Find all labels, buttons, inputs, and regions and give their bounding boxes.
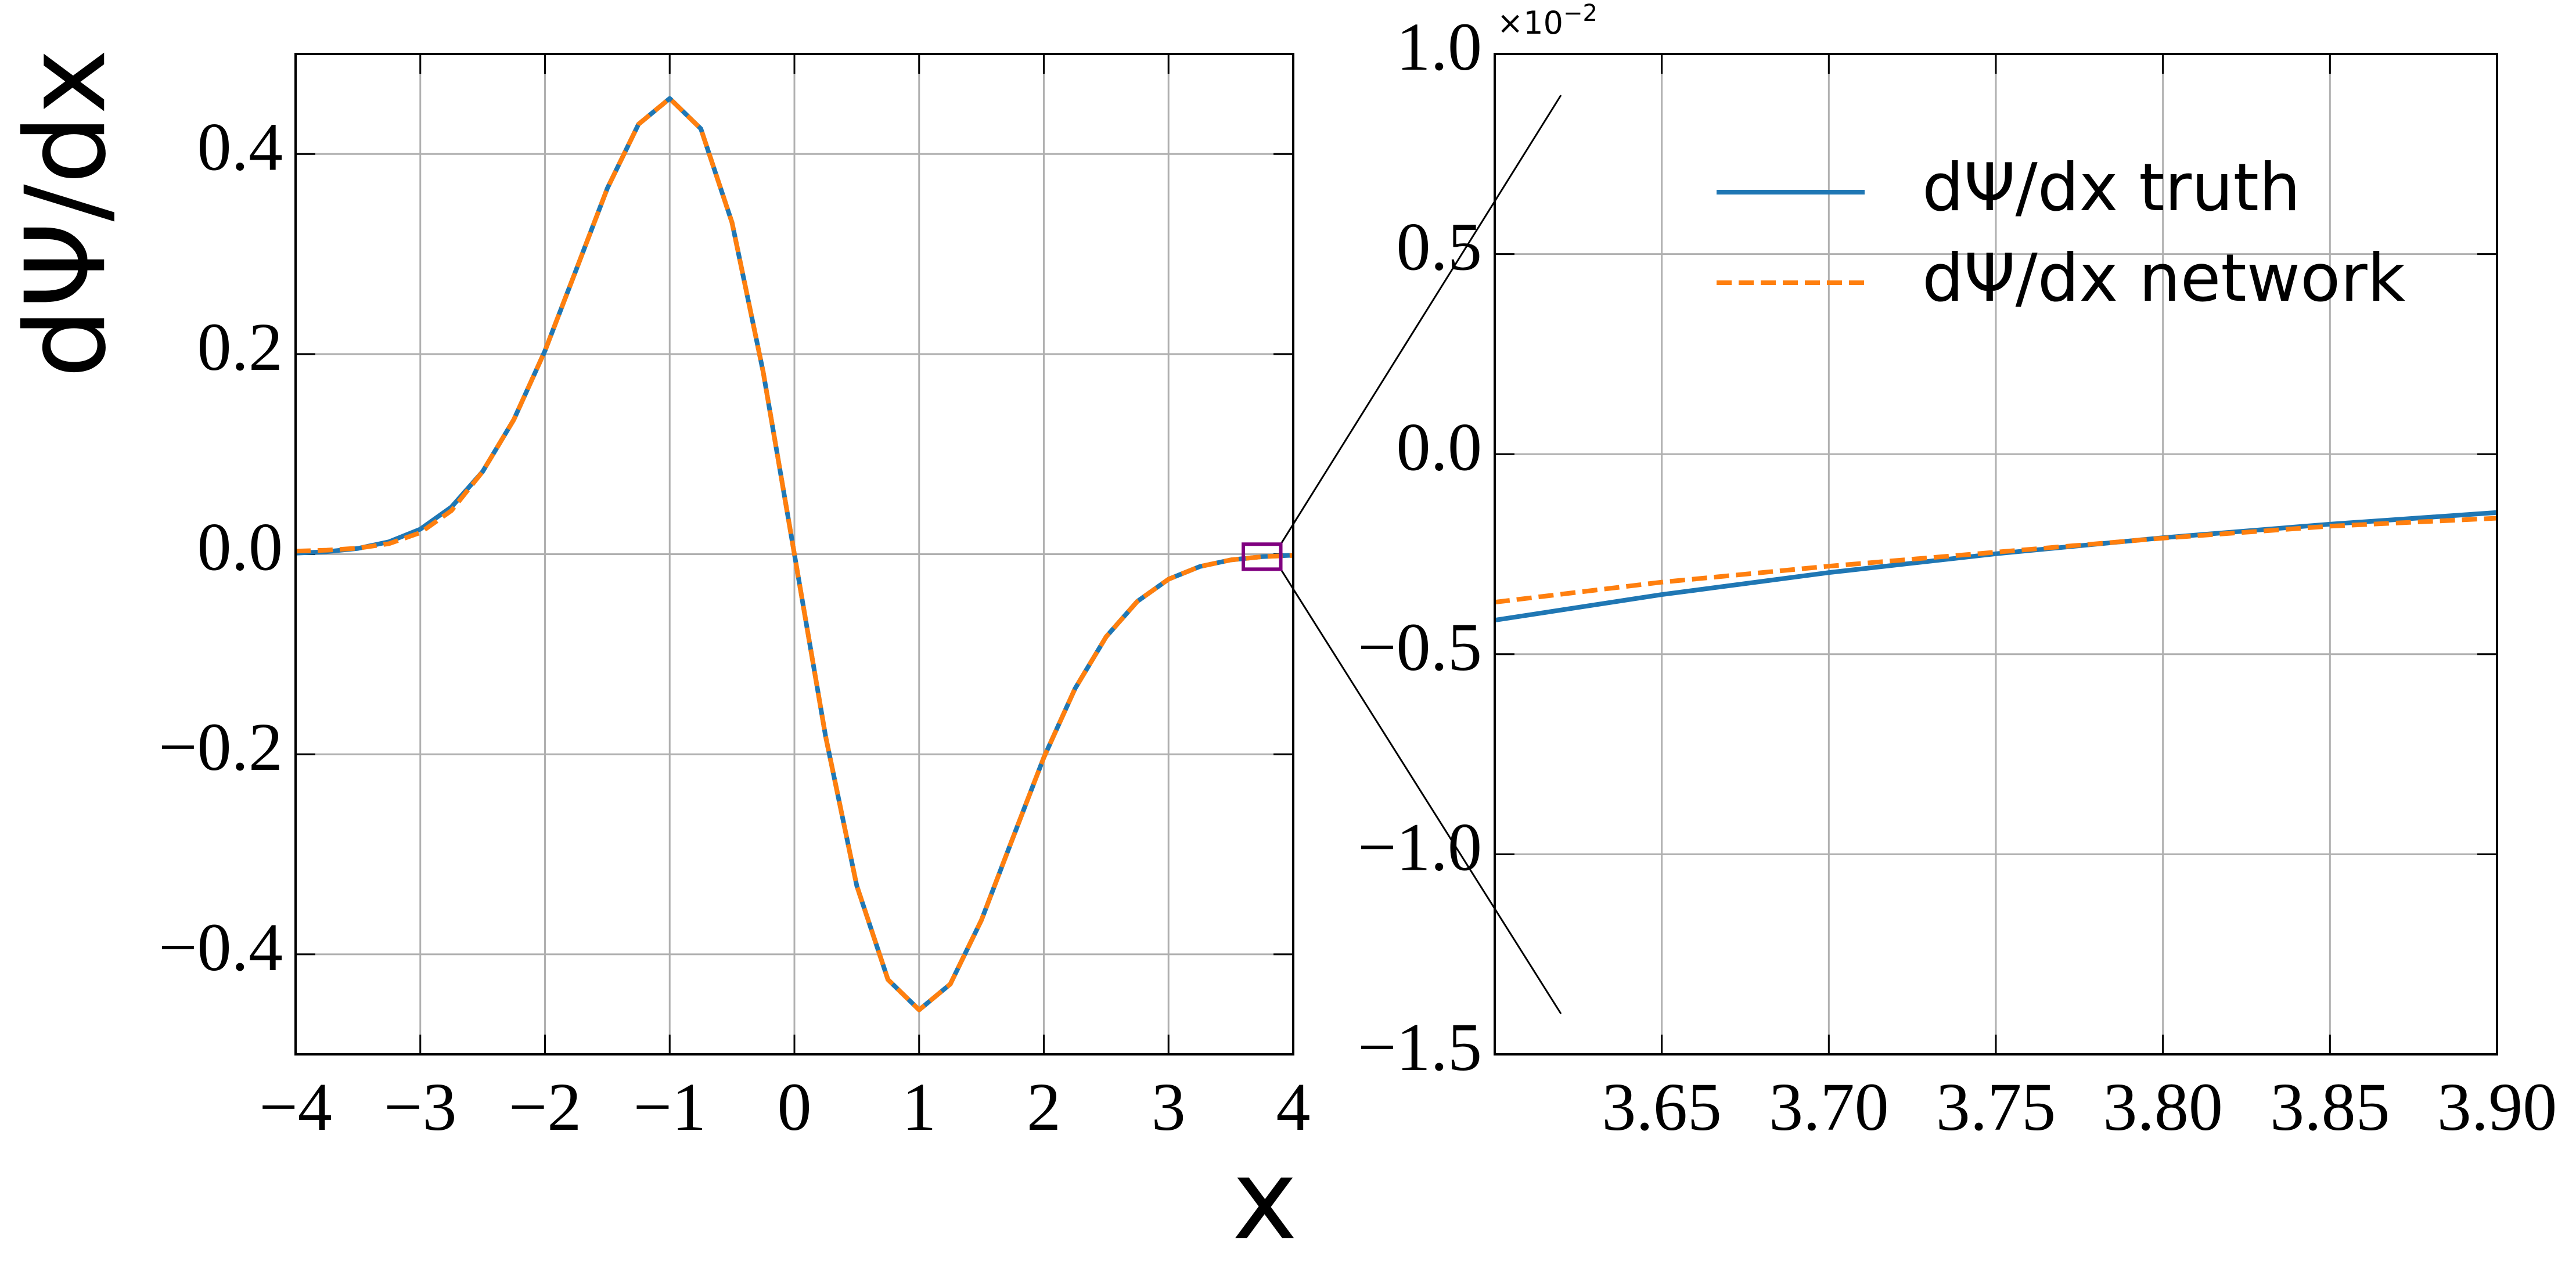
- legend-label: dΨ/dx truth: [1922, 149, 2301, 226]
- x-tick-label: 3.75: [1936, 1069, 2056, 1145]
- zoom-connector: [1280, 568, 1562, 1014]
- y-tick-label: 0.0: [197, 509, 283, 585]
- x-tick-label: 1: [902, 1069, 936, 1145]
- y-tick-label: 0.0: [1397, 409, 1483, 485]
- y-tick-label: −0.4: [159, 909, 283, 985]
- offset-text: ×10−2: [1497, 0, 1598, 41]
- offset-exponent: −2: [1563, 0, 1598, 27]
- y-tick-label: 0.2: [197, 309, 283, 385]
- x-tick-label: 3.90: [2437, 1069, 2557, 1145]
- x-axis-label: x: [1232, 1136, 1297, 1264]
- x-tick-label: 3: [1152, 1069, 1186, 1145]
- x-tick-label: 3.85: [2270, 1069, 2390, 1145]
- offset-base: ×10: [1497, 5, 1563, 41]
- x-tick-label: 2: [1027, 1069, 1061, 1145]
- x-tick-label: −1: [633, 1069, 706, 1145]
- x-tick-label: −4: [259, 1069, 332, 1145]
- y-tick-label: −1.0: [1358, 809, 1482, 885]
- x-tick-label: 0: [778, 1069, 812, 1145]
- x-tick-label: 3.65: [1602, 1069, 1722, 1145]
- zoom-connector: [1280, 95, 1562, 545]
- x-tick-label: 3.70: [1769, 1069, 1889, 1145]
- x-tick-label: 4: [1276, 1069, 1311, 1145]
- y-tick-label: −1.5: [1358, 1009, 1482, 1085]
- y-axis-label: dΨ/dx: [2, 49, 130, 378]
- plot-frame: [294, 53, 1294, 1056]
- y-tick-label: −0.5: [1358, 609, 1482, 685]
- y-tick-label: −0.2: [159, 709, 283, 785]
- zoom-box: [1242, 542, 1283, 571]
- x-tick-label: 3.80: [2103, 1069, 2223, 1145]
- y-tick-label: 1.0: [1397, 9, 1483, 85]
- plot-frame: [1494, 53, 2498, 1056]
- series-line: [295, 96, 1294, 1013]
- y-tick-label: 0.5: [1397, 209, 1483, 285]
- y-tick-label: 0.4: [197, 109, 283, 185]
- x-tick-label: −3: [384, 1069, 457, 1145]
- legend-label: dΨ/dx network: [1922, 240, 2406, 316]
- series-line: [1494, 516, 2498, 605]
- x-tick-label: −2: [509, 1069, 582, 1145]
